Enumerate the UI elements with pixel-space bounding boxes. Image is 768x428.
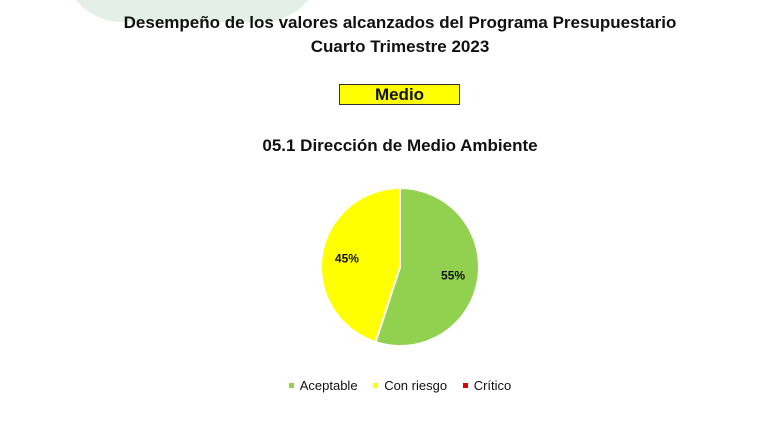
legend-item-critico: Crítico <box>462 376 512 396</box>
status-badge: Medio <box>339 84 460 105</box>
legend-item-aceptable: Aceptable <box>288 376 358 396</box>
legend-item-con-riesgo: Con riesgo <box>373 376 447 396</box>
pie-slice-aceptable <box>374 186 480 347</box>
legend-marker-con-riesgo <box>373 383 379 389</box>
pie-slice-con-riesgo <box>320 186 401 344</box>
header-decoration <box>62 0 322 22</box>
data-label-con-riesgo: 45% <box>335 252 359 266</box>
legend-label-con-riesgo: Con riesgo <box>384 378 448 393</box>
legend-label-critico: Crítico <box>473 378 512 393</box>
legend-marker-critico <box>462 383 468 389</box>
chart-title: 05.1 Dirección de Medio Ambiente <box>262 136 538 155</box>
page-title: Desempeño de los valores alcanzados del … <box>0 11 768 59</box>
data-label-aceptable: 55% <box>441 268 465 282</box>
chart-legend: Aceptable Con riesgo Crítico <box>0 376 768 396</box>
page-title-line2: Cuarto Trimestre 2023 <box>310 37 490 56</box>
legend-label-aceptable: Aceptable <box>299 378 358 393</box>
legend-marker-aceptable <box>288 383 294 389</box>
page-title-line1: Desempeño de los valores alcanzados del … <box>123 13 677 32</box>
